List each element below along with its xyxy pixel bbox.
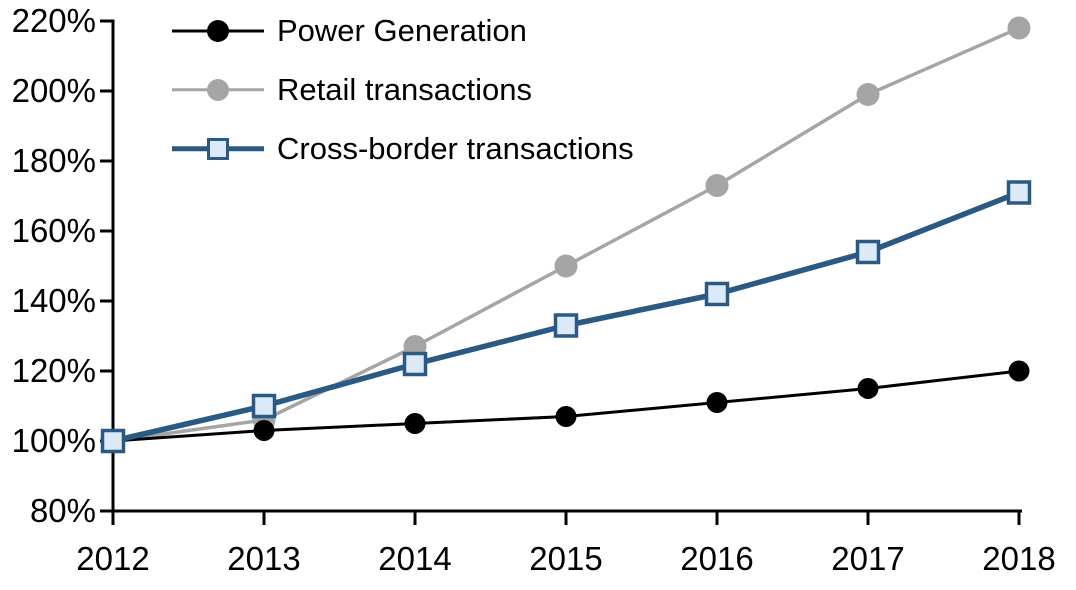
- marker-power-generation: [857, 378, 879, 399]
- x-tick-label: 2013: [227, 540, 300, 577]
- marker-retail-transactions: [856, 83, 880, 106]
- marker-cross-border-transactions: [100, 428, 126, 454]
- legend-label-cross-border-transactions: Cross-border transactions: [277, 131, 634, 166]
- x-tick-label: 2016: [680, 540, 753, 577]
- marker-cross-border-transactions: [1006, 180, 1032, 205]
- marker-power-generation: [555, 406, 577, 427]
- y-tick-label: 80%: [30, 492, 96, 529]
- x-tick-label: 2012: [76, 540, 149, 577]
- marker-power-generation: [1008, 360, 1030, 382]
- marker-retail-transactions: [705, 174, 729, 197]
- marker-power-generation: [404, 413, 426, 434]
- marker-retail-transactions: [1007, 16, 1031, 40]
- marker-cross-border-transactions: [855, 239, 881, 265]
- marker-retail-transactions: [554, 254, 578, 278]
- y-tick-label: 120%: [12, 352, 96, 389]
- marker-power-generation: [706, 392, 728, 413]
- legend-item-cross-border-transactions: Cross-border transactions: [172, 119, 634, 178]
- marker-cross-border-transactions: [251, 393, 277, 419]
- x-tick-label: 2014: [378, 540, 451, 577]
- legend-label-retail-transactions: Retail transactions: [277, 72, 533, 107]
- legend-sample-cross-border-transactions: [172, 134, 264, 164]
- y-tick-label: 140%: [12, 282, 96, 319]
- legend-item-power-generation: Power Generation: [172, 1, 634, 60]
- legend-label-power-generation: Power Generation: [277, 13, 527, 48]
- legend-sample-retail-transactions: [172, 75, 264, 105]
- chart-legend: Power Generation Retail transactions Cro…: [172, 1, 634, 178]
- y-tick-label: 220%: [12, 2, 96, 39]
- y-tick-label: 160%: [12, 212, 96, 249]
- marker-cross-border-transactions: [553, 313, 579, 338]
- marker-cross-border-transactions: [704, 281, 730, 307]
- marker-power-generation: [253, 420, 275, 441]
- marker-cross-border-transactions: [402, 351, 428, 377]
- legend-item-retail-transactions: Retail transactions: [172, 60, 634, 119]
- y-tick-label: 200%: [12, 72, 96, 109]
- y-tick-label: 180%: [12, 142, 96, 179]
- square-marker-icon: [207, 137, 229, 160]
- legend-sample-power-generation: [172, 16, 264, 46]
- x-tick-label: 2017: [831, 540, 904, 577]
- y-tick-label: 100%: [12, 422, 96, 459]
- circle-marker-icon: [207, 19, 229, 42]
- circle-marker-icon: [207, 78, 229, 101]
- x-tick-label: 2018: [982, 540, 1055, 577]
- x-tick-label: 2015: [529, 540, 602, 577]
